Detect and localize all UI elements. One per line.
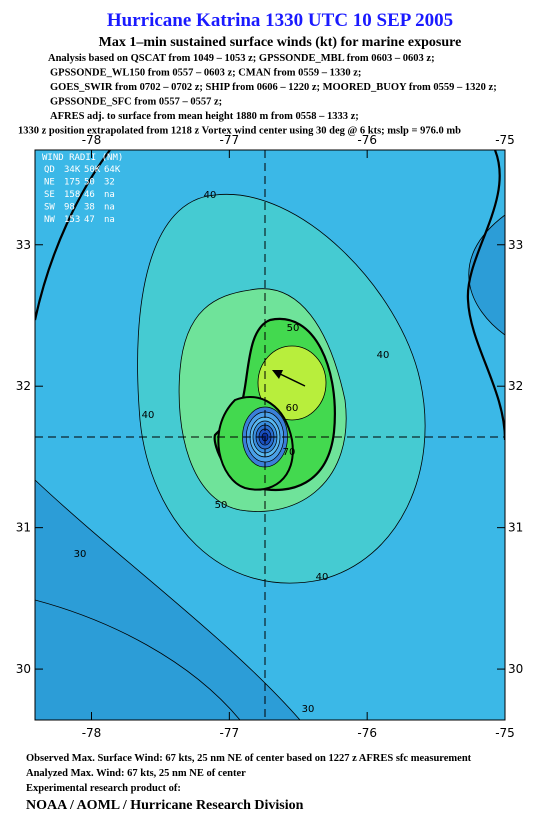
wind-radii-cell: 98	[64, 203, 75, 213]
analysis-lines: Analysis based on QSCAT from 1049 – 1053…	[18, 53, 497, 137]
x-tick-label: -77	[220, 133, 240, 147]
wind-radii-cell: na	[104, 215, 115, 225]
y-tick-label: 33	[16, 238, 31, 252]
map: 40 40 40 40 30 30 50 50 60 70 WIND RADII (NM) QD 34…	[35, 150, 505, 720]
wind-radii-cell: 64K	[104, 165, 121, 175]
x-tick-label: -75	[495, 726, 515, 740]
analysis-line: Analysis based on QSCAT from 1049 – 1053…	[48, 53, 435, 64]
wind-radii-cell: 158	[64, 190, 80, 200]
wind-radii-cell: NW	[44, 215, 55, 225]
contour-label: 50	[215, 500, 228, 511]
arrow-head	[272, 370, 283, 379]
analysis-line: GOES_SWIR from 0702 – 0702 z; SHIP from …	[50, 82, 497, 93]
footer-line: Analyzed Max. Wind: 67 kts, 25 nm NE of …	[26, 768, 246, 779]
footer-line: Experimental research product of:	[26, 783, 181, 794]
y-tick-label: 31	[508, 521, 523, 535]
x-tick-label: -76	[357, 726, 377, 740]
x-tick-label: -76	[357, 133, 377, 147]
eye	[242, 406, 288, 468]
wind-radii-cell: na	[104, 190, 115, 200]
wind-radii-cell: 47	[84, 215, 95, 225]
x-tick-label: -78	[82, 133, 102, 147]
contour-34	[35, 150, 111, 321]
wind-radii-title: WIND RADII (NM)	[42, 153, 123, 163]
contour-max	[257, 345, 327, 421]
y-tick-label: 30	[16, 662, 31, 676]
contour-label: 40	[316, 572, 329, 583]
wind-radii-cell: SW	[44, 203, 55, 213]
contour-label: 40	[377, 350, 390, 361]
y-tick-label: 30	[508, 662, 523, 676]
wind-radii-cell: NE	[44, 178, 55, 188]
contour-label: 60	[286, 403, 299, 414]
y-tick-label: 32	[16, 379, 31, 393]
wind-radii-cell: 175	[64, 178, 80, 188]
wind-radii-cell: 153	[64, 215, 80, 225]
title: Hurricane Katrina 1330 UTC 10 SEP 2005	[107, 10, 453, 31]
contour-34	[466, 150, 505, 441]
wind-radii-cell: na	[104, 203, 115, 213]
y-tick-label: 33	[508, 238, 523, 252]
contour-label: 30	[74, 549, 87, 560]
frame	[34, 149, 506, 721]
credit: NOAA / AOML / Hurricane Research Divisio…	[26, 798, 304, 813]
subtitle: Max 1–min sustained surface winds (kt) f…	[99, 35, 462, 50]
wind-radii-cell: 34K	[64, 165, 81, 175]
y-tick-label: 31	[16, 521, 31, 535]
y-tick-label: 32	[508, 379, 523, 393]
footer-line: Observed Max. Surface Wind: 67 kts, 25 n…	[26, 753, 472, 764]
contour-label: 40	[142, 410, 155, 421]
wind-radii-cell: 38	[84, 203, 95, 213]
axes: -78 -78 -77 -77 -76 -76 -75 -75 30 30 31 31 32 32 33 33	[16, 133, 524, 740]
wind-radii-cell: 32	[104, 178, 115, 188]
wind-radii-cell: 46	[84, 190, 95, 200]
footer: Observed Max. Surface Wind: 67 kts, 25 n…	[26, 753, 472, 813]
wind-radii: WIND RADII (NM) QD 34K 50K 64K NE 175 50 32 SE 158…	[42, 153, 123, 225]
wind-radii-cell: 50	[84, 178, 95, 188]
wind-radii-cell: 50K	[84, 165, 101, 175]
contour-label: 30	[302, 704, 315, 715]
contour-30	[35, 599, 241, 720]
contour-label: 40	[204, 190, 217, 201]
wind-radii-cell: SE	[44, 190, 55, 200]
contour-labels: 40 40 40 40 30 30 50 50 60 70	[74, 190, 390, 715]
x-tick-label: -78	[82, 726, 102, 740]
wind-radii-cell: QD	[44, 165, 55, 175]
analysis-line: GPSSONDE_SFC from 0557 – 0557 z;	[50, 97, 222, 108]
analysis-line: GPSSONDE_WL150 from 0557 – 0603 z; CMAN …	[50, 68, 361, 79]
x-tick-label: -75	[495, 133, 515, 147]
analysis-line: 1330 z position extrapolated from 1218 z…	[18, 126, 461, 137]
x-tick-label: -77	[220, 726, 240, 740]
contour-label: 70	[283, 447, 296, 458]
contour-label: 50	[287, 323, 300, 334]
analysis-line: AFRES adj. to surface from mean height 1…	[50, 111, 359, 122]
